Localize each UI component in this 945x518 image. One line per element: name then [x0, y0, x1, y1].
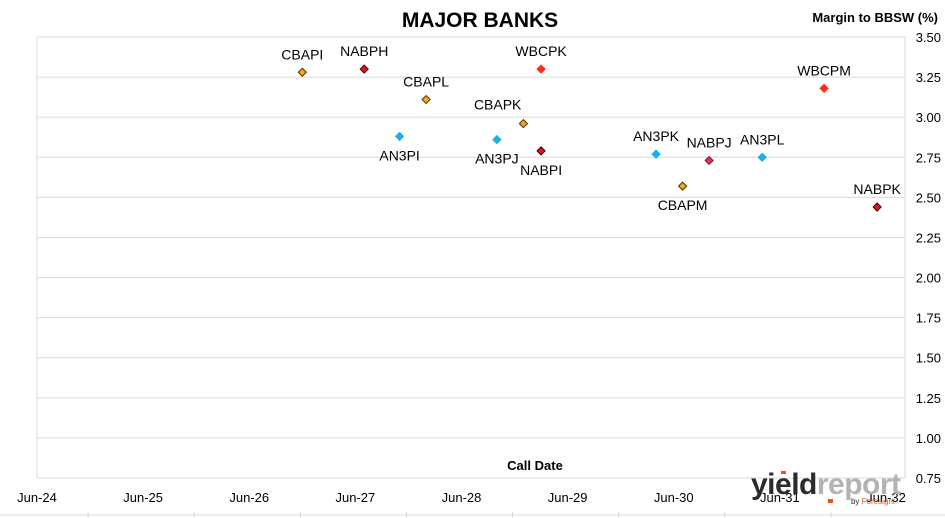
y-tick-label: 1.75	[916, 311, 941, 326]
point-marker-nabpi	[536, 146, 546, 156]
point-marker-nabph	[359, 64, 369, 74]
y-tick-label: 2.25	[916, 230, 941, 245]
y-tick-label: 1.00	[916, 431, 941, 446]
point-label-nabpk: NABPK	[853, 181, 901, 197]
x-axis-label: Call Date	[507, 458, 563, 473]
point-marker-an3pi	[394, 131, 405, 142]
point-marker-an3pj	[492, 134, 502, 145]
y-tick-label: 0.75	[916, 471, 941, 486]
data-points: CBAPI NABPH CBAPL WBCPK AN3PI CBAPK AN3PJNABPI…	[281, 43, 901, 213]
point-marker-cbapm	[677, 181, 688, 191]
point-label-cbapm: CBAPM	[658, 197, 708, 213]
point-marker-cbapl	[421, 94, 431, 105]
x-tick-label: Jun-28	[442, 490, 482, 505]
point-marker-nabpj	[704, 155, 714, 166]
x-tick-label: Jun-31	[760, 490, 800, 505]
y-tick-label: 3.50	[916, 30, 941, 45]
logo-accent-mark	[781, 471, 786, 474]
plot-area	[36, 36, 906, 479]
x-tick-label: Jun-29	[548, 490, 588, 505]
x-axis: Jun-24 Jun-25 Jun-26 Jun-27 Jun-28 Jun-29 Jun-…	[0, 490, 945, 518]
x-tick-label: Jun-27	[336, 490, 376, 505]
gridlines	[37, 36, 905, 479]
svg-text:by Foresight: by Foresight	[851, 497, 896, 506]
logo-sub-brand: Foresight	[862, 497, 896, 506]
yieldreport-logo: yieldreport by Foresight	[751, 468, 902, 506]
point-label-an3pi: AN3PI	[379, 147, 419, 163]
point-marker-wbcpk	[536, 64, 546, 74]
point-marker-an3pl	[757, 152, 767, 162]
point-label-an3pk: AN3PK	[633, 128, 680, 144]
y-tick-label: 3.25	[916, 70, 941, 85]
point-label-cbapk: CBAPK	[474, 97, 522, 113]
chart-title: MAJOR BANKS	[402, 9, 558, 32]
y-axis-ticks: 0.75 1.00 1.25 1.50 1.75 2.00 2.25 2.50 2.75 3.00…	[916, 30, 941, 486]
y-axis-label: Margin to BBSW (%)	[812, 10, 938, 25]
point-label-cbapi: CBAPI	[281, 46, 323, 62]
point-marker-nabpk	[872, 202, 882, 212]
point-label-nabph: NABPH	[340, 43, 388, 59]
point-marker-cbapk	[518, 118, 529, 129]
x-tick-label: Jun-30	[654, 490, 694, 505]
point-label-wbcpk: WBCPK	[515, 43, 567, 59]
point-label-nabpj: NABPJ	[687, 134, 732, 150]
y-tick-label: 3.00	[916, 110, 941, 125]
point-label-an3pj: AN3PJ	[475, 151, 519, 167]
y-tick-label: 2.00	[916, 271, 941, 286]
point-marker-wbcpm	[819, 83, 829, 94]
y-tick-label: 1.50	[916, 351, 941, 366]
point-label-cbapl: CBAPL	[403, 74, 449, 90]
point-label-an3pl: AN3PL	[740, 131, 785, 147]
point-marker-an3pk	[651, 149, 661, 159]
logo-sub-prefix: by	[851, 497, 862, 506]
point-label-wbcpm: WBCPM	[797, 62, 851, 78]
x-tick-label: Jun-32	[866, 490, 906, 505]
y-tick-label: 2.75	[916, 150, 941, 165]
logo-sub-dot	[828, 499, 833, 503]
x-tick-label: Jun-24	[17, 490, 57, 505]
y-tick-label: 2.50	[916, 190, 941, 205]
x-tick-label: Jun-25	[123, 490, 163, 505]
logo-text-report: report	[817, 468, 901, 501]
x-tick-label: Jun-26	[229, 490, 269, 505]
svg-text:yieldreport: yieldreport	[751, 468, 901, 501]
y-tick-label: 1.25	[916, 391, 941, 406]
point-marker-cbapi	[297, 67, 308, 77]
point-label-nabpi: NABPI	[520, 162, 562, 178]
